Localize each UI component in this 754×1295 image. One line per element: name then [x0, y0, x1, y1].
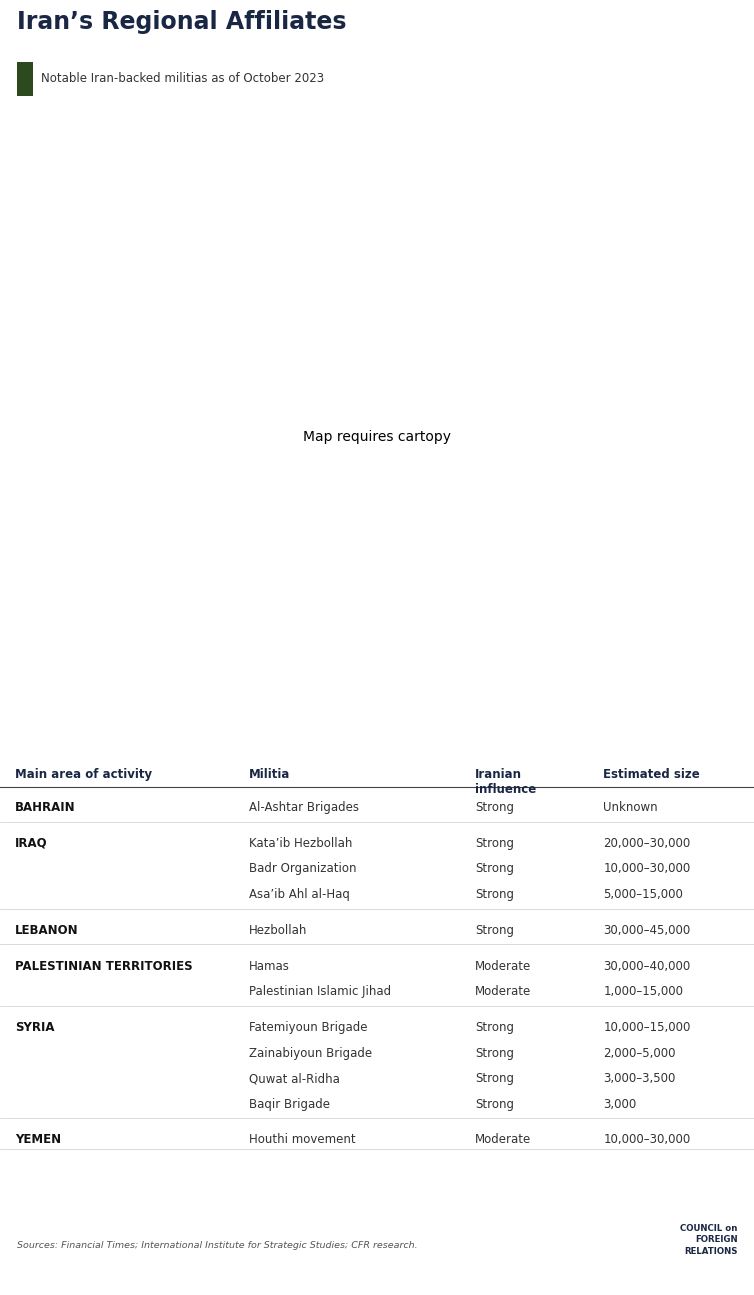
Text: 30,000–45,000: 30,000–45,000 — [603, 923, 691, 936]
Text: IRAQ: IRAQ — [15, 837, 48, 850]
Text: 3,000: 3,000 — [603, 1098, 636, 1111]
Text: Notable Iran-backed militias as of October 2023: Notable Iran-backed militias as of Octob… — [41, 73, 324, 85]
Text: Hezbollah: Hezbollah — [249, 923, 307, 936]
Text: Fatemiyoun Brigade: Fatemiyoun Brigade — [249, 1020, 367, 1033]
Text: Moderate: Moderate — [475, 960, 532, 973]
Text: Houthi movement: Houthi movement — [249, 1133, 355, 1146]
Text: 2,000–5,000: 2,000–5,000 — [603, 1046, 676, 1059]
Text: Asa’ib Ahl al-Haq: Asa’ib Ahl al-Haq — [249, 887, 350, 901]
Text: Strong: Strong — [475, 1020, 514, 1033]
Text: Palestinian Islamic Jihad: Palestinian Islamic Jihad — [249, 985, 391, 998]
Text: Strong: Strong — [475, 1046, 514, 1059]
Bar — [17, 61, 33, 96]
Text: PALESTINIAN TERRITORIES: PALESTINIAN TERRITORIES — [15, 960, 193, 973]
Text: Iran’s Regional Affiliates: Iran’s Regional Affiliates — [17, 10, 346, 34]
Text: Moderate: Moderate — [475, 985, 532, 998]
Text: Militia: Militia — [249, 768, 290, 781]
Text: Moderate: Moderate — [475, 1133, 532, 1146]
Text: Strong: Strong — [475, 923, 514, 936]
Text: 3,000–3,500: 3,000–3,500 — [603, 1072, 676, 1085]
Text: 30,000–40,000: 30,000–40,000 — [603, 960, 691, 973]
Text: Strong: Strong — [475, 1072, 514, 1085]
Text: Strong: Strong — [475, 862, 514, 875]
Text: Estimated size: Estimated size — [603, 768, 700, 781]
Text: BAHRAIN: BAHRAIN — [15, 800, 75, 813]
Text: Kata’ib Hezbollah: Kata’ib Hezbollah — [249, 837, 352, 850]
Text: LEBANON: LEBANON — [15, 923, 78, 936]
Text: Iranian
influence: Iranian influence — [475, 768, 536, 795]
Text: 10,000–15,000: 10,000–15,000 — [603, 1020, 691, 1033]
Text: 10,000–30,000: 10,000–30,000 — [603, 1133, 691, 1146]
Text: 10,000–30,000: 10,000–30,000 — [603, 862, 691, 875]
Text: Zainabiyoun Brigade: Zainabiyoun Brigade — [249, 1046, 372, 1059]
Text: Sources: Financial Times; International Institute for Strategic Studies; CFR res: Sources: Financial Times; International … — [17, 1241, 417, 1250]
Text: 5,000–15,000: 5,000–15,000 — [603, 887, 683, 901]
Text: Map requires cartopy: Map requires cartopy — [303, 430, 451, 444]
Text: SYRIA: SYRIA — [15, 1020, 54, 1033]
Text: Strong: Strong — [475, 837, 514, 850]
Text: Hamas: Hamas — [249, 960, 290, 973]
Text: COUNCIL on
FOREIGN
RELATIONS: COUNCIL on FOREIGN RELATIONS — [680, 1224, 737, 1256]
Text: 20,000–30,000: 20,000–30,000 — [603, 837, 691, 850]
Text: Unknown: Unknown — [603, 800, 657, 813]
Text: Badr Organization: Badr Organization — [249, 862, 357, 875]
Text: Strong: Strong — [475, 887, 514, 901]
Text: YEMEN: YEMEN — [15, 1133, 61, 1146]
Text: Quwat al-Ridha: Quwat al-Ridha — [249, 1072, 340, 1085]
Text: 1,000–15,000: 1,000–15,000 — [603, 985, 683, 998]
Text: Strong: Strong — [475, 1098, 514, 1111]
Text: Main area of activity: Main area of activity — [15, 768, 152, 781]
Text: Al-Ashtar Brigades: Al-Ashtar Brigades — [249, 800, 359, 813]
Text: Baqir Brigade: Baqir Brigade — [249, 1098, 329, 1111]
Text: Strong: Strong — [475, 800, 514, 813]
